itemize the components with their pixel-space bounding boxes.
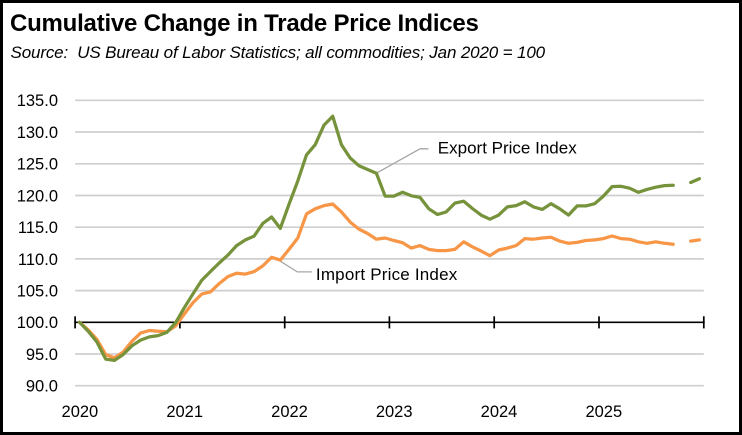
svg-text:Export Price Index: Export Price Index <box>438 138 577 157</box>
svg-text:2024: 2024 <box>481 403 518 421</box>
svg-text:2023: 2023 <box>376 403 413 421</box>
svg-text:2021: 2021 <box>166 403 203 421</box>
svg-text:90.0: 90.0 <box>26 378 58 396</box>
svg-text:115.0: 115.0 <box>18 219 58 237</box>
svg-text:2020: 2020 <box>62 403 99 421</box>
svg-text:135.0: 135.0 <box>17 92 58 110</box>
svg-text:105.0: 105.0 <box>17 283 58 301</box>
svg-text:Source: US Bureau of Labor St: Source: US Bureau of Labor Statistics; a… <box>11 43 546 62</box>
svg-text:100.0: 100.0 <box>17 314 58 332</box>
svg-text:110.0: 110.0 <box>18 251 58 269</box>
svg-text:2025: 2025 <box>585 403 622 421</box>
svg-text:120.0: 120.0 <box>17 187 58 205</box>
svg-text:125.0: 125.0 <box>17 156 58 174</box>
svg-text:Import Price Index: Import Price Index <box>316 265 458 284</box>
svg-text:130.0: 130.0 <box>17 124 58 142</box>
svg-text:95.0: 95.0 <box>26 346 58 364</box>
svg-text:Cumulative Change in Trade Pri: Cumulative Change in Trade Price Indices <box>10 10 479 37</box>
svg-text:2022: 2022 <box>271 403 308 421</box>
